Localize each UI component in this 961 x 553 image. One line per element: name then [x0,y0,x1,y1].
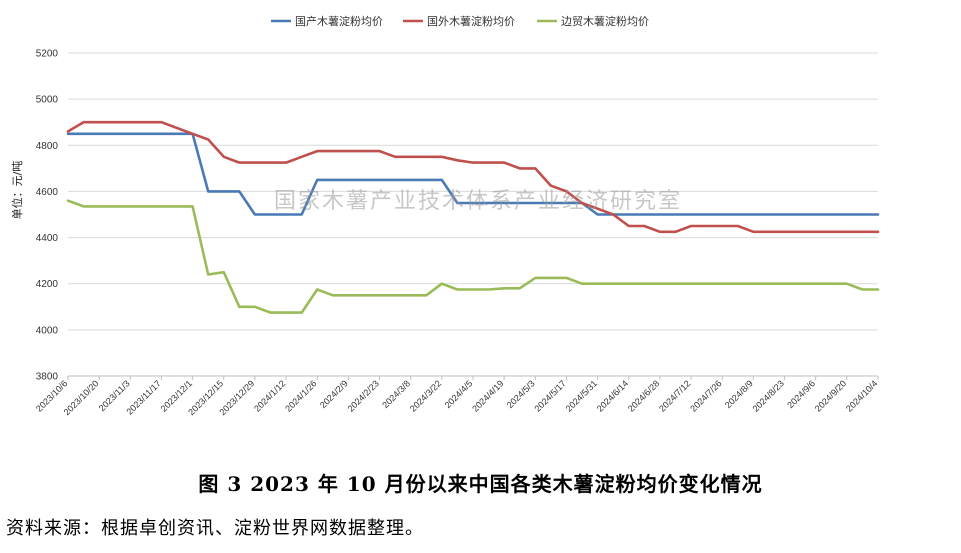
x-tick-label: 2024/9/20 [813,378,848,413]
price-line-chart: 国产木薯淀粉均价 国外木薯淀粉均价 边贸木薯淀粉均价 3800 4000 4200 440… [10,14,880,417]
y-tick-label: 4200 [36,279,59,290]
series-line-1 [66,132,880,216]
x-tick-label: 2024/6/14 [595,378,630,413]
y-tick-label: 4600 [36,187,59,198]
figure-caption: 图 3 2023 年 10 月份以来中国各类木薯淀粉均价变化情况 [198,472,763,496]
x-tick-label: 2024/1/26 [283,378,318,413]
x-tick-label: 2024/5/31 [564,378,599,413]
y-tick-label: 4000 [36,325,59,336]
y-tick-label: 3800 [36,372,59,383]
watermark-text: 国家木薯产业技术体系产业经济研究室 [274,189,682,214]
x-tick-label: 2024/7/26 [688,378,723,413]
x-tick-label: 2024/2/9 [318,378,350,410]
x-tick-label: 2024/7/12 [657,378,692,413]
x-tick-label: 2024/3/8 [380,378,412,410]
x-tick-label: 2024/1/12 [252,378,287,413]
x-tick-label: 2024/4/5 [443,378,475,410]
x-tick-label: 2024/5/3 [505,378,537,410]
x-tick-label: 2024/2/23 [346,378,381,413]
gridlines [68,52,878,377]
x-tick-label: 2024/10/4 [844,378,879,413]
x-tick-label: 2024/8/23 [751,378,786,413]
y-axis-label: 单位：元/吨 [10,161,24,220]
legend-label-3: 边贸木薯淀粉均价 [561,14,649,28]
legend-label-1: 国产木薯淀粉均价 [295,14,383,28]
x-tick-label: 2024/5/17 [532,378,567,413]
x-tick-label: 2024/3/22 [408,378,443,413]
y-tick-label: 4800 [36,141,59,152]
legend: 国产木薯淀粉均价 国外木薯淀粉均价 边贸木薯淀粉均价 [271,14,649,28]
x-tick-label: 2024/4/19 [470,378,505,413]
x-axis-ticks: 2023/10/62023/10/202023/11/32023/11/1720… [34,376,879,417]
x-tick-label: 2024/9/6 [785,378,817,410]
y-axis-ticks: 3800 4000 4200 4400 4600 4800 5000 5200 [36,49,59,383]
source-note: 资料来源：根据卓创资讯、淀粉世界网数据整理。 [6,518,424,539]
x-tick-label: 2024/8/9 [723,378,755,410]
legend-label-2: 国外木薯淀粉均价 [427,14,515,28]
x-tick-label: 2024/6/28 [626,378,661,413]
series-lines [66,120,880,314]
series-line-3 [66,199,880,314]
y-tick-label: 4400 [36,233,59,244]
y-tick-label: 5000 [36,95,59,106]
series-line-2 [66,120,880,234]
y-tick-label: 5200 [36,49,59,60]
